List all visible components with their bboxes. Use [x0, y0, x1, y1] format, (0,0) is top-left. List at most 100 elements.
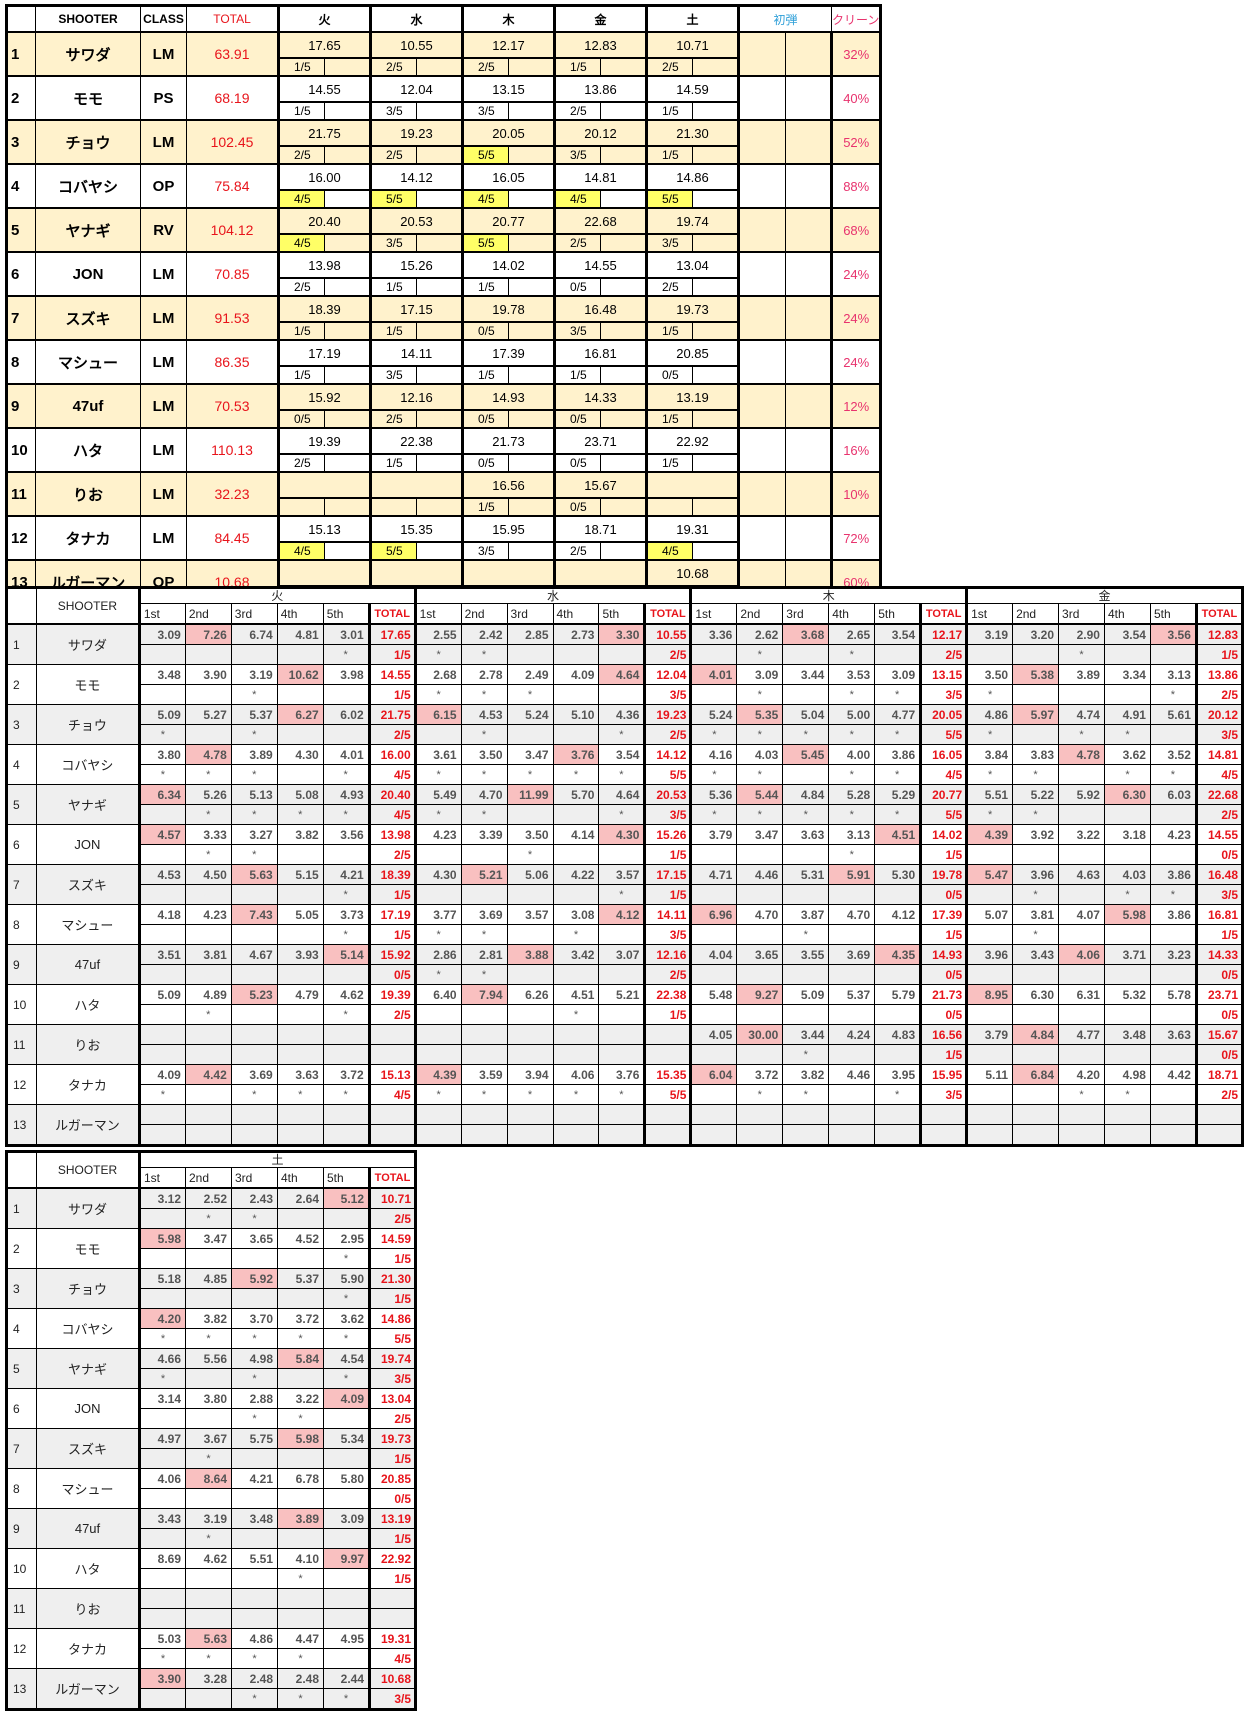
shot-time	[828, 1104, 876, 1125]
shot-time	[1103, 1104, 1151, 1125]
detail-star-row: * 1/5 * * 2/5 * * 2/5 * 1/5	[7, 644, 1244, 665]
day-total: 16.00	[367, 744, 416, 765]
shot-time: 4.95	[323, 1628, 370, 1649]
shot-time: 4.05	[689, 1024, 738, 1045]
detail-star-row: 0/5 * * 2/5 0/5 0/5	[7, 964, 1244, 985]
first-shot-cell	[737, 471, 786, 517]
shooter-number: 6	[6, 824, 37, 865]
shot-time: 6.34	[137, 784, 186, 805]
star-mark	[413, 884, 462, 905]
star-mark	[782, 844, 830, 865]
shot-time: 10.62	[276, 664, 324, 685]
star-mark	[276, 884, 324, 905]
star-mark	[413, 844, 462, 865]
shot-time	[276, 1024, 324, 1045]
star-mark	[231, 1288, 278, 1309]
shot-time: 3.22	[277, 1388, 324, 1409]
star-mark	[460, 844, 508, 865]
star-mark	[138, 1688, 186, 1710]
star-mark	[965, 1084, 1014, 1105]
star-mark	[965, 1004, 1014, 1025]
day-score: 2/5	[643, 964, 692, 985]
shot-time: 3.80	[137, 744, 186, 765]
day-blank	[692, 541, 739, 561]
shot-time: 4.81	[276, 623, 324, 645]
shot-time	[689, 1104, 738, 1125]
day-score: 3/5	[919, 1084, 968, 1105]
day-time: 14.55	[277, 75, 371, 103]
shot-time: 3.94	[506, 1064, 554, 1085]
shooter-number: 3	[6, 119, 36, 165]
day-score: 3/5	[369, 233, 417, 253]
shot-time: 3.09	[323, 1508, 370, 1529]
day-score: 0/5	[919, 964, 968, 985]
day-time: 22.92	[645, 427, 739, 455]
shot-time: 3.59	[460, 1064, 508, 1085]
day-score: 2/5	[1194, 684, 1244, 705]
day-score: 5/5	[461, 145, 509, 165]
star-mark: *	[460, 964, 508, 985]
day-blank	[416, 189, 463, 209]
shooter-name: スズキ	[36, 1428, 141, 1469]
star-mark	[782, 684, 830, 705]
day-blank	[324, 189, 371, 209]
day-total: 15.13	[367, 1064, 416, 1085]
star-mark	[965, 1044, 1014, 1065]
day-blank	[692, 365, 739, 385]
day-blank	[600, 189, 647, 209]
detail-row: 8 マシュー 4.18 4.23 7.43 5.05 3.73 17.19 3.77 3.69 3.…	[6, 904, 1244, 945]
star-mark	[828, 1084, 876, 1105]
day-score: 4/5	[277, 233, 325, 253]
shot-time: 9.27	[736, 984, 784, 1005]
shooter-name: モモ	[35, 75, 141, 121]
clean-rate: 68%	[829, 207, 882, 253]
star-mark	[1149, 724, 1197, 745]
shooter-name: サワダ	[35, 31, 141, 77]
shot-time: 3.18	[1103, 824, 1151, 845]
day-score: 4/5	[277, 541, 325, 561]
shot-time: 3.57	[598, 864, 646, 885]
day-score: 1/5	[643, 884, 692, 905]
shot-time	[277, 1588, 324, 1609]
star-mark	[184, 884, 232, 905]
shot-time: 4.74	[1058, 704, 1105, 725]
shot-time: 3.43	[1012, 944, 1060, 965]
detail-star-row: * * * * 4/5	[7, 1648, 416, 1669]
detail-table-weekdays: SHOOTER 火水木金 1st 2nd 3rd 4th 5th TOTAL 1st 2nd 3rd…	[5, 586, 1244, 1147]
first-shot-cell	[737, 427, 786, 473]
shooter-name: サワダ	[35, 623, 141, 665]
shot-time: 5.98	[1103, 904, 1151, 925]
day-score: 0/5	[368, 1488, 416, 1509]
day-score: 5/5	[919, 724, 968, 745]
shot-time: 4.54	[323, 1348, 370, 1369]
day-total: 14.12	[643, 744, 692, 765]
shooter-row: 11 りお LM 32.23 16.56 15.67 10%	[6, 471, 882, 517]
star-mark: *	[322, 924, 370, 945]
day-score: 1/5	[645, 321, 693, 341]
star-mark: *	[965, 804, 1014, 825]
star-mark	[552, 724, 600, 745]
shot-time: 4.06	[552, 1064, 600, 1085]
star-mark	[1103, 924, 1151, 945]
header-day: 火	[277, 5, 371, 33]
star-mark: *	[137, 1084, 186, 1105]
star-mark: *	[137, 764, 186, 785]
day-time: 22.68	[553, 207, 647, 235]
shot-time: 5.27	[184, 704, 232, 725]
day-blank	[324, 365, 371, 385]
shot-time	[598, 1024, 646, 1045]
shot-time: 2.48	[231, 1668, 278, 1689]
shooter-number: 5	[6, 1348, 37, 1389]
shot-time: 4.70	[460, 784, 508, 805]
day-blank	[416, 233, 463, 253]
star-mark: *	[1103, 764, 1151, 785]
star-mark	[277, 1248, 324, 1269]
detail-star-row	[7, 1124, 1244, 1146]
shot-time: 4.04	[689, 944, 738, 965]
shot-time	[460, 1104, 508, 1125]
shot-time: 4.84	[782, 784, 830, 805]
detail-star-row: * * * * * 5/5	[7, 1328, 416, 1349]
shot-time: 3.52	[1149, 744, 1197, 765]
shot-time: 5.91	[828, 864, 876, 885]
day-score	[369, 497, 417, 517]
